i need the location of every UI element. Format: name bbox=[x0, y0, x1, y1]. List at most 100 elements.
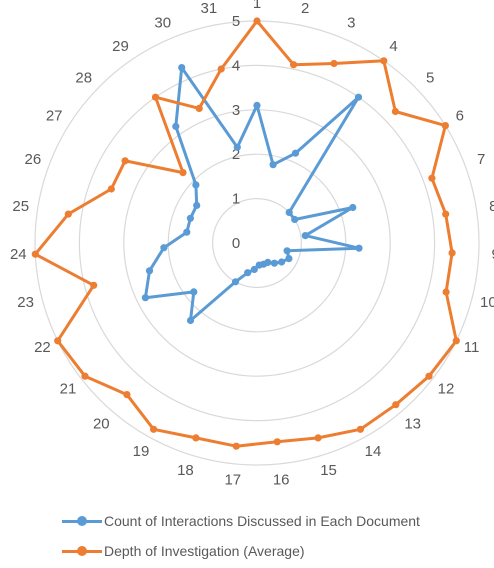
data-point-s0-26 bbox=[186, 214, 194, 222]
radial-tick-5: 5 bbox=[232, 13, 240, 30]
data-point-s0-11 bbox=[285, 255, 293, 263]
data-point-s1-30 bbox=[195, 104, 203, 112]
data-point-s0-22 bbox=[141, 294, 149, 302]
data-point-s0-6 bbox=[291, 215, 299, 224]
series-0 bbox=[141, 64, 363, 325]
category-label-26: 26 bbox=[25, 151, 42, 168]
data-point-s1-28 bbox=[179, 169, 187, 177]
category-label-24: 24 bbox=[10, 246, 27, 263]
grid-ring-3 bbox=[123, 109, 391, 377]
data-point-s1-3 bbox=[330, 59, 338, 68]
grid-ring-4 bbox=[78, 64, 436, 422]
data-point-s1-14 bbox=[356, 425, 364, 433]
category-labels: 1234567891011121314151617181920212223242… bbox=[10, 0, 494, 489]
data-point-s0-20 bbox=[186, 316, 195, 325]
category-label-1: 1 bbox=[253, 0, 261, 12]
data-point-s0-18 bbox=[244, 269, 252, 277]
legend-swatch-orange bbox=[62, 545, 102, 557]
data-point-s0-13 bbox=[270, 259, 278, 267]
category-label-4: 4 bbox=[389, 38, 397, 55]
radar-grid bbox=[34, 20, 480, 466]
data-point-s0-7 bbox=[349, 203, 357, 212]
data-point-s1-22 bbox=[54, 337, 62, 345]
category-label-9: 9 bbox=[492, 246, 494, 263]
radial-tick-3: 3 bbox=[232, 102, 240, 119]
category-label-27: 27 bbox=[46, 108, 63, 125]
category-label-7: 7 bbox=[477, 151, 485, 168]
data-point-s1-25 bbox=[64, 210, 72, 218]
data-point-s0-31 bbox=[233, 143, 241, 151]
category-label-12: 12 bbox=[438, 380, 455, 397]
data-point-s1-2 bbox=[290, 61, 298, 69]
data-point-s1-24 bbox=[31, 250, 39, 258]
data-point-s0-27 bbox=[193, 201, 201, 209]
data-point-s0-29 bbox=[172, 122, 180, 130]
legend-label-count: Count of Interactions Discussed in Each … bbox=[104, 513, 420, 529]
radial-tick-2: 2 bbox=[232, 146, 240, 163]
category-label-20: 20 bbox=[93, 415, 110, 432]
grid-ring-1 bbox=[212, 198, 303, 289]
data-point-s1-6 bbox=[441, 122, 449, 130]
category-label-16: 16 bbox=[273, 472, 290, 489]
data-point-s1-4 bbox=[380, 57, 388, 65]
data-point-s1-9 bbox=[448, 249, 456, 257]
data-point-s1-12 bbox=[425, 372, 433, 380]
data-point-s0-2 bbox=[269, 161, 277, 169]
radial-tick-0: 0 bbox=[232, 235, 240, 252]
radial-tick-1: 1 bbox=[232, 191, 240, 208]
grid-ring-5 bbox=[34, 20, 480, 466]
category-label-11: 11 bbox=[464, 339, 480, 356]
data-point-s0-24 bbox=[160, 244, 168, 252]
data-point-s1-21 bbox=[81, 372, 89, 380]
data-point-s1-1 bbox=[253, 17, 261, 25]
category-label-10: 10 bbox=[480, 294, 494, 311]
data-point-s1-5 bbox=[391, 107, 399, 116]
data-point-s0-16 bbox=[255, 261, 263, 269]
category-label-18: 18 bbox=[177, 462, 194, 479]
category-label-19: 19 bbox=[133, 443, 150, 460]
radial-tick-4: 4 bbox=[232, 57, 240, 74]
category-label-3: 3 bbox=[347, 14, 355, 31]
series-1 bbox=[31, 17, 460, 450]
data-point-s1-17 bbox=[232, 442, 240, 450]
category-label-2: 2 bbox=[301, 0, 309, 17]
category-label-8: 8 bbox=[489, 198, 494, 215]
data-point-s1-13 bbox=[392, 401, 400, 409]
data-point-s0-28 bbox=[192, 181, 200, 189]
data-point-s0-19 bbox=[231, 278, 240, 286]
data-point-s0-23 bbox=[145, 267, 154, 275]
legend-swatch-blue bbox=[62, 515, 102, 527]
data-point-s1-19 bbox=[150, 425, 158, 433]
data-point-s0-3 bbox=[291, 149, 300, 157]
category-label-5: 5 bbox=[426, 69, 434, 86]
data-point-s1-20 bbox=[123, 391, 131, 399]
data-point-s0-8 bbox=[301, 232, 309, 240]
data-point-s1-8 bbox=[442, 210, 450, 218]
data-point-s1-10 bbox=[442, 288, 450, 296]
data-point-s1-23 bbox=[90, 281, 98, 289]
category-label-14: 14 bbox=[365, 443, 382, 460]
legend: Count of Interactions Discussed in Each … bbox=[62, 508, 420, 568]
category-label-28: 28 bbox=[75, 69, 92, 86]
data-point-s0-9 bbox=[355, 244, 363, 252]
data-point-s0-25 bbox=[183, 228, 191, 236]
category-label-6: 6 bbox=[456, 108, 464, 125]
data-point-s0-17 bbox=[250, 265, 258, 274]
data-point-s0-10 bbox=[283, 247, 291, 255]
category-label-29: 29 bbox=[112, 38, 129, 55]
category-label-25: 25 bbox=[12, 198, 29, 215]
series-layer bbox=[31, 17, 460, 450]
data-point-s0-12 bbox=[278, 258, 286, 266]
category-label-22: 22 bbox=[34, 339, 51, 356]
data-point-s1-31 bbox=[217, 65, 225, 73]
data-point-s1-11 bbox=[452, 337, 460, 345]
data-point-s0-21 bbox=[190, 288, 198, 296]
legend-item-depth: Depth of Investigation (Average) bbox=[62, 538, 420, 564]
category-label-13: 13 bbox=[404, 415, 421, 432]
data-point-s0-1 bbox=[253, 101, 261, 109]
data-point-s1-18 bbox=[192, 434, 200, 442]
category-label-17: 17 bbox=[224, 472, 241, 489]
data-point-s1-15 bbox=[314, 434, 322, 442]
series-line-1 bbox=[33, 19, 458, 448]
